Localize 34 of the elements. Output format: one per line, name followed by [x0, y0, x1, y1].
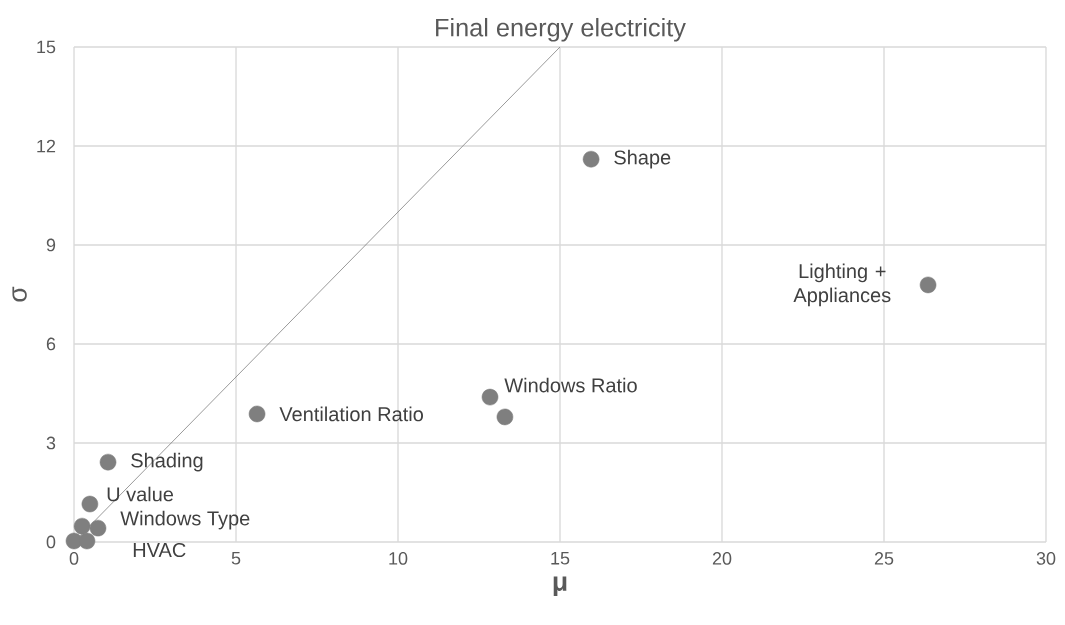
- point: [496, 408, 514, 426]
- annotation: Windows Type: [120, 510, 250, 530]
- annotation: Windows Ratio: [504, 377, 637, 393]
- annotation: Shading: [131, 452, 203, 472]
- point: [99, 453, 117, 471]
- x-axis-title: μ: [553, 576, 567, 597]
- y-tick-label: 0: [46, 535, 56, 549]
- point: [78, 532, 96, 550]
- y-tick-label: 3: [46, 436, 56, 450]
- point: [248, 405, 266, 423]
- y-tick-label: 6: [46, 337, 56, 351]
- x-tick-label: 0: [69, 552, 79, 565]
- point: [481, 388, 499, 406]
- x-tick-label: 25: [874, 552, 894, 565]
- x-tick-label: 20: [712, 552, 732, 565]
- x-tick-label: 15: [551, 552, 570, 565]
- annotation: Shape: [614, 149, 671, 169]
- y-tick-label: 9: [46, 238, 56, 252]
- annotation: Lighting + Appliances: [793, 263, 891, 307]
- y-axis-title: σ: [12, 286, 27, 302]
- y-tick-label: 15: [37, 40, 56, 54]
- point: [919, 276, 937, 294]
- annotation: HVAC: [133, 542, 186, 558]
- chart-title: Final energy electricity: [436, 17, 686, 42]
- point: [89, 519, 107, 537]
- x-tick-label: 30: [1036, 552, 1056, 565]
- point: [81, 495, 99, 513]
- annotation: U value: [107, 486, 174, 502]
- x-tick-label: 10: [389, 552, 408, 565]
- x-tick-label: 5: [231, 552, 241, 565]
- y-tick-label: 12: [37, 139, 56, 153]
- annotation: Ventilation Ratio: [279, 406, 423, 422]
- point: [582, 150, 600, 168]
- point: [73, 517, 91, 535]
